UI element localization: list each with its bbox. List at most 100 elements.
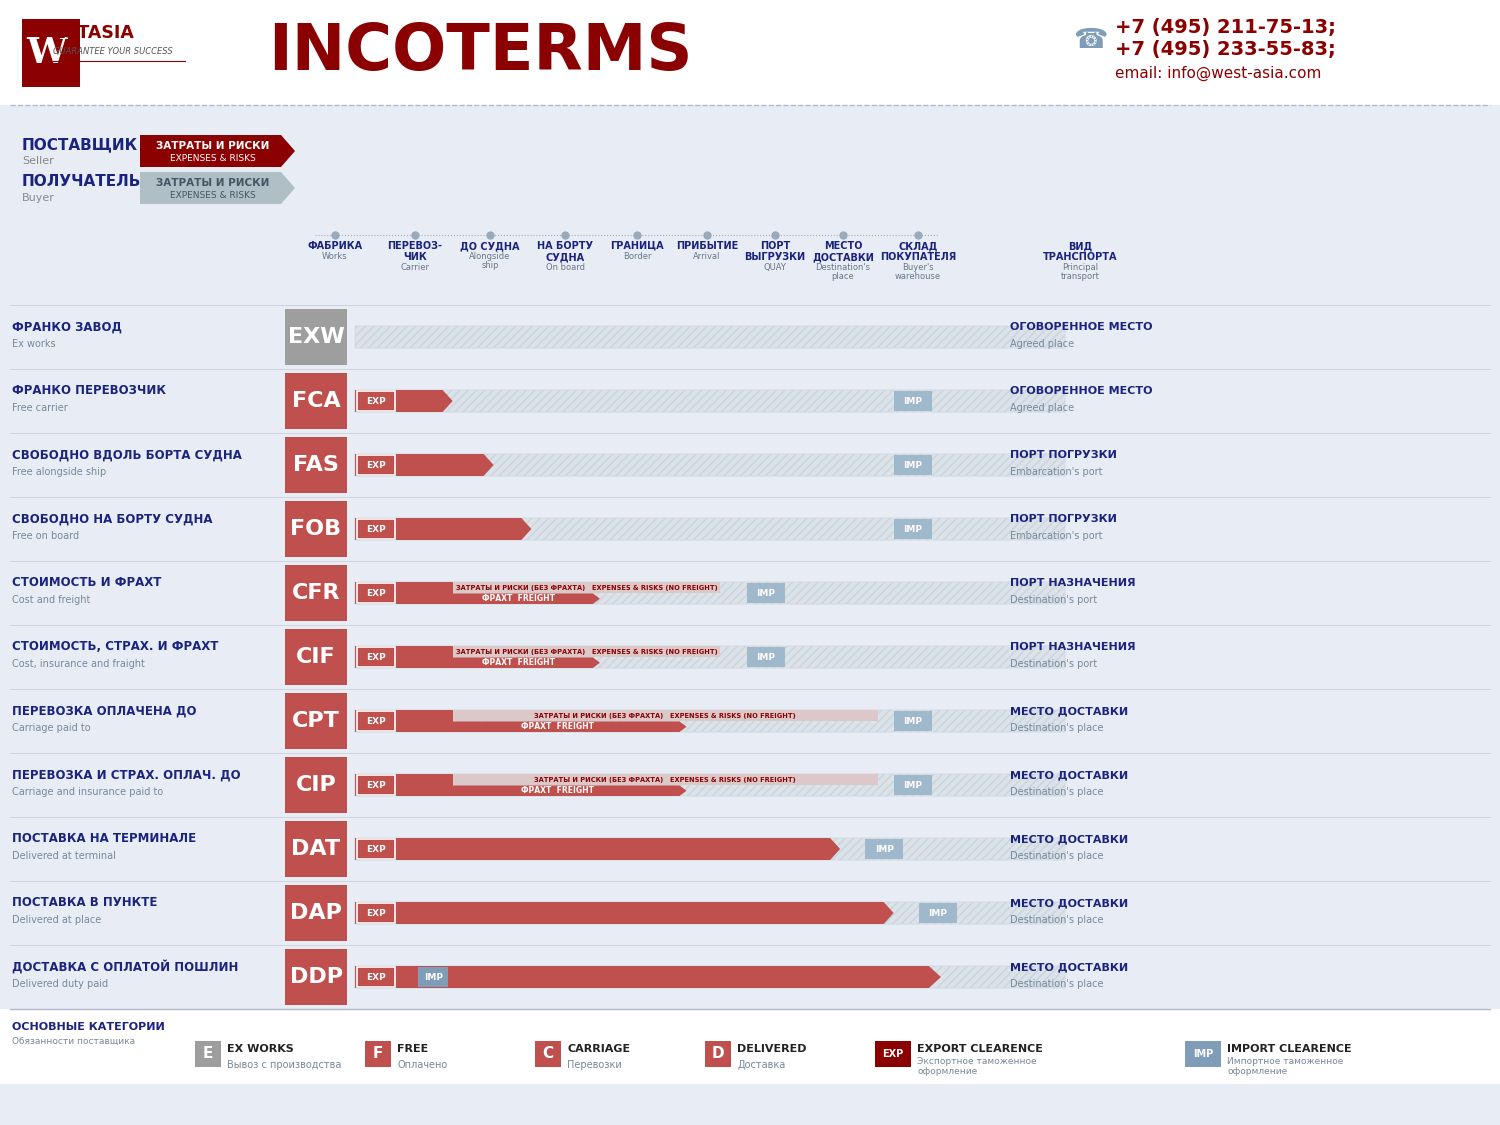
Text: МЕСТО ДОСТАВКИ: МЕСТО ДОСТАВКИ [1010, 706, 1128, 716]
Text: EXP: EXP [366, 524, 386, 533]
Text: IMP: IMP [756, 652, 776, 662]
Bar [357, 968, 395, 987]
Text: IMPORT CLEARENCE: IMPORT CLEARENCE [1227, 1044, 1352, 1054]
Text: ГРАНИЦА: ГРАНИЦА [610, 241, 664, 251]
Bar [894, 455, 932, 475]
Bar [356, 838, 1065, 860]
Text: IMP: IMP [874, 845, 894, 854]
Text: ДОСТАВКИ: ДОСТАВКИ [812, 252, 874, 262]
Text: ТРАНСПОРТА: ТРАНСПОРТА [1042, 252, 1118, 262]
Text: Delivered at terminal: Delivered at terminal [12, 850, 116, 861]
Text: Carrier: Carrier [400, 263, 429, 272]
Bar [356, 390, 1065, 412]
Bar [285, 565, 346, 621]
Bar [356, 582, 453, 604]
Bar [357, 903, 395, 922]
Text: ЗАТРАТЫ И РИСКИ (БЕЗ ФРАХТА)   EXPENSES & RISKS (NO FREIGHT): ЗАТРАТЫ И РИСКИ (БЕЗ ФРАХТА) EXPENSES & … [456, 649, 717, 655]
Bar [285, 757, 346, 813]
Bar [357, 583, 395, 603]
Text: EXPENSES & RISKS: EXPENSES & RISKS [170, 190, 255, 199]
Bar [356, 646, 453, 668]
Text: EXP: EXP [882, 1048, 903, 1059]
Text: ПОРТ НАЗНАЧЕНИЯ: ПОРТ НАЗНАЧЕНИЯ [1010, 578, 1136, 588]
Text: transport: transport [1060, 272, 1100, 281]
Text: ПЕРЕВОЗКА ОПЛАЧЕНА ДО: ПЕРЕВОЗКА ОПЛАЧЕНА ДО [12, 704, 196, 718]
Bar [894, 711, 932, 731]
Bar [356, 455, 1065, 476]
Text: ПОСТАВКА В ПУНКТЕ: ПОСТАВКА В ПУНКТЕ [12, 897, 158, 909]
Text: Ex works: Ex works [12, 339, 56, 349]
Text: ПРИБЫТИЕ: ПРИБЫТИЕ [676, 241, 738, 251]
Text: Agreed place: Agreed place [1010, 403, 1074, 413]
Text: ПЕРЕВОЗ-: ПЕРЕВОЗ- [387, 241, 442, 251]
Bar [356, 518, 1065, 540]
Text: DDP: DDP [290, 968, 342, 987]
Bar [536, 1041, 561, 1066]
Text: ЧИК: ЧИК [404, 252, 427, 262]
Bar [22, 19, 80, 87]
Text: ПОРТ: ПОРТ [760, 241, 790, 251]
Text: ФРАНКО ЗАВОД: ФРАНКО ЗАВОД [12, 321, 122, 333]
Polygon shape [356, 455, 494, 476]
Text: FAS: FAS [292, 455, 339, 475]
Polygon shape [356, 390, 453, 412]
Text: Вывоз с производства: Вывоз с производства [226, 1060, 342, 1070]
Text: ОГОВОРЕННОЕ МЕСТО: ОГОВОРЕННОЕ МЕСТО [1010, 322, 1152, 332]
Bar [356, 326, 1065, 348]
Bar [285, 501, 346, 557]
Text: ЗАТРАТЫ И РИСКИ (БЕЗ ФРАХТА)   EXPENSES & RISKS (NO FREIGHT): ЗАТРАТЫ И РИСКИ (БЕЗ ФРАХТА) EXPENSES & … [534, 776, 796, 783]
Text: ПЕРЕВОЗКА И СТРАХ. ОПЛАЧ. ДО: ПЕРЕВОЗКА И СТРАХ. ОПЛАЧ. ДО [12, 768, 240, 782]
Bar [356, 582, 1065, 604]
Text: EXP: EXP [366, 652, 386, 662]
Bar [920, 903, 957, 922]
Bar [285, 436, 346, 493]
Polygon shape [453, 594, 600, 604]
Text: EXP: EXP [366, 460, 386, 469]
Polygon shape [453, 785, 687, 796]
Text: IMP: IMP [423, 972, 442, 981]
Text: Destination's place: Destination's place [1010, 850, 1104, 861]
Text: Обязанности поставщика: Обязанности поставщика [12, 1036, 135, 1045]
Text: ПОСТАВКА НА ТЕРМИНАЛЕ: ПОСТАВКА НА ТЕРМИНАЛЕ [12, 832, 196, 846]
Text: ФАБРИКА: ФАБРИКА [308, 241, 363, 251]
Bar [285, 629, 346, 685]
Text: ЗАТРАТЫ И РИСКИ: ЗАТРАТЫ И РИСКИ [156, 178, 268, 188]
Bar [356, 774, 453, 796]
Text: On board: On board [546, 263, 585, 272]
Text: IMP: IMP [756, 588, 776, 597]
Polygon shape [356, 838, 840, 860]
Text: ФРАХТ  FREIGHT: ФРАХТ FREIGHT [483, 594, 555, 603]
Bar [874, 1041, 910, 1066]
Bar [285, 309, 346, 364]
Bar [865, 839, 903, 860]
Text: ДО СУДНА: ДО СУДНА [460, 241, 519, 251]
Text: ФРАНКО ПЕРЕВОЗЧИК: ФРАНКО ПЕРЕВОЗЧИК [12, 385, 166, 397]
Text: D: D [711, 1046, 724, 1062]
Text: Destination's place: Destination's place [1010, 788, 1104, 796]
Bar [705, 1041, 730, 1066]
Text: +7 (495) 233-55-83;: +7 (495) 233-55-83; [1114, 40, 1335, 60]
Text: Destination's place: Destination's place [1010, 915, 1104, 925]
Bar [356, 326, 1065, 348]
Bar [894, 519, 932, 539]
Text: СТОИМОСТЬ И ФРАХТ: СТОИМОСТЬ И ФРАХТ [12, 576, 162, 590]
Bar [357, 519, 395, 539]
Text: email: info@west-asia.com: email: info@west-asia.com [1114, 65, 1322, 81]
Polygon shape [140, 172, 296, 204]
Text: Works: Works [322, 252, 348, 261]
Text: +7 (495) 211-75-13;: +7 (495) 211-75-13; [1114, 18, 1336, 36]
Text: CFR: CFR [291, 583, 340, 603]
Text: EXW: EXW [288, 327, 345, 346]
Text: оформление: оформление [916, 1066, 978, 1076]
Text: QUAY: QUAY [764, 263, 786, 272]
Text: ПОЛУЧАТЕЛЬ: ПОЛУЧАТЕЛЬ [22, 174, 141, 189]
Polygon shape [453, 657, 600, 668]
Text: СВОБОДНО ВДОЛЬ БОРТА СУДНА: СВОБОДНО ВДОЛЬ БОРТА СУДНА [12, 449, 242, 461]
Text: FOB: FOB [291, 519, 342, 539]
Text: МЕСТО ДОСТАВКИ: МЕСТО ДОСТАВКИ [1010, 962, 1128, 972]
Bar [419, 968, 448, 987]
Text: DAP: DAP [290, 903, 342, 922]
Text: СКЛАД: СКЛАД [898, 241, 938, 251]
Text: Border: Border [622, 252, 651, 261]
Text: ДОСТАВКА С ОПЛАТОЙ ПОШЛИН: ДОСТАВКА С ОПЛАТОЙ ПОШЛИН [12, 960, 238, 974]
